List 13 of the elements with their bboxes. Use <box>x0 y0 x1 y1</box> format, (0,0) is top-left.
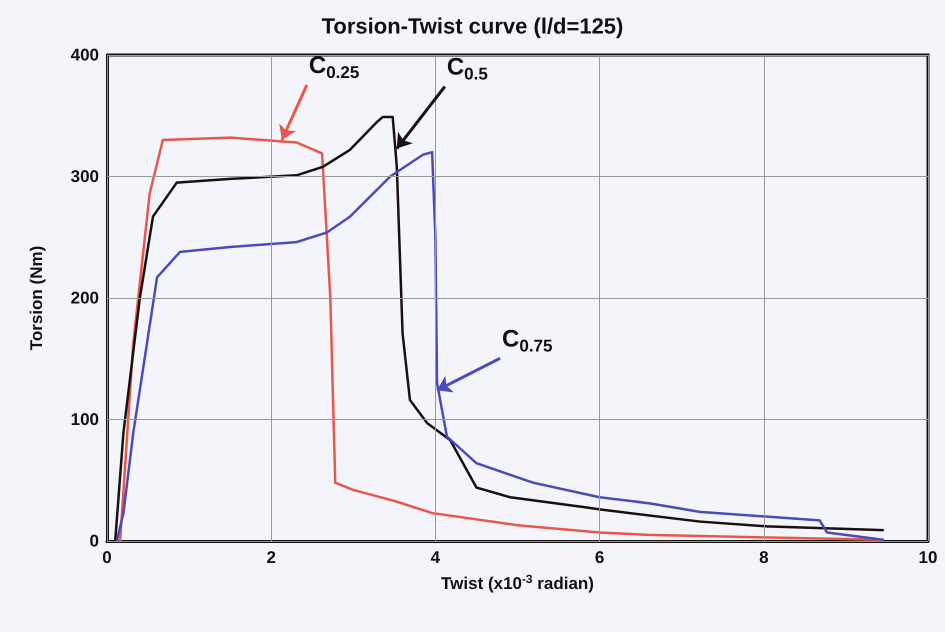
x-tick-label: 4 <box>430 548 441 567</box>
y-tick-label: 100 <box>70 410 99 429</box>
chart-title: Torsion-Twist curve (l/d=125) <box>322 14 624 38</box>
x-tick-label: 6 <box>594 548 604 567</box>
y-tick-label: 400 <box>70 46 99 64</box>
y-tick-label: 0 <box>90 532 99 550</box>
x-tick-label: 10 <box>918 548 938 567</box>
x-tick-label: 0 <box>102 548 112 567</box>
x-tick-label: 2 <box>266 548 276 567</box>
x-tick-label: 8 <box>759 548 769 567</box>
y-axis-title: Torsion (Nm) <box>27 246 46 350</box>
y-tick-label: 300 <box>70 167 99 186</box>
y-tick-label: 200 <box>70 288 99 308</box>
